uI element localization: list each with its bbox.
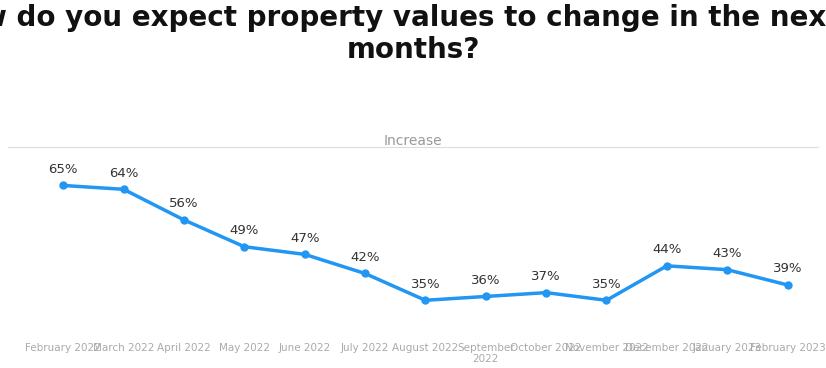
Text: How do you expect property values to change in the next 12
months?: How do you expect property values to cha…	[0, 4, 826, 64]
Text: 42%: 42%	[350, 251, 380, 264]
Text: 64%: 64%	[109, 167, 138, 180]
Text: 49%: 49%	[230, 224, 259, 237]
Text: 65%: 65%	[49, 163, 78, 176]
Text: 47%: 47%	[290, 231, 320, 245]
Text: 35%: 35%	[591, 277, 621, 291]
Text: 37%: 37%	[531, 270, 561, 283]
Text: 35%: 35%	[411, 277, 440, 291]
Text: 56%: 56%	[169, 197, 199, 210]
Text: 44%: 44%	[653, 243, 681, 256]
Text: 43%: 43%	[713, 247, 742, 260]
Text: 39%: 39%	[773, 262, 802, 275]
Text: 36%: 36%	[471, 274, 501, 287]
Text: Increase: Increase	[384, 134, 442, 148]
